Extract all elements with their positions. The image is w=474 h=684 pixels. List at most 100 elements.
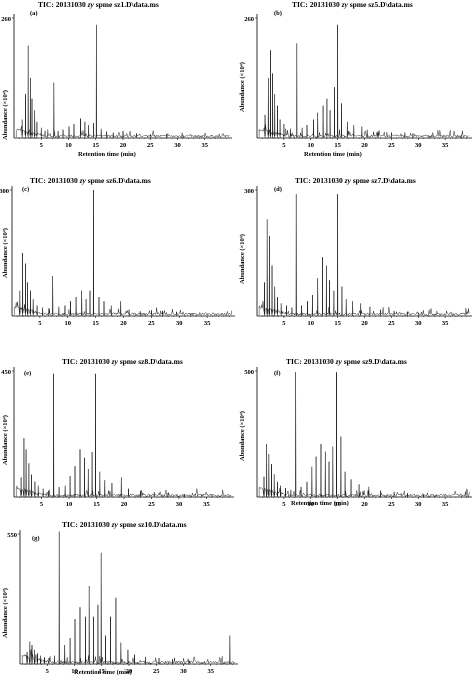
- x-tick-label: 10: [71, 668, 78, 675]
- x-tick-label: 15: [334, 142, 341, 149]
- chromatogram-panel: TIC: 20131030 zy spme sz7.D\data.ms Abund…: [237, 176, 474, 336]
- panel-letter: (f): [274, 370, 281, 377]
- x-tick-label: 25: [153, 668, 160, 675]
- chromatogram-plot: 450 (e) 5 10 15 20 25 30 35: [1, 367, 234, 508]
- panel-title-suffix: spme sz10.D\data.ms: [117, 520, 187, 529]
- chromatogram-plot: 300 (c) 5 10 15 20 25 30 35: [0, 186, 235, 327]
- panel-title-italic: zy: [344, 176, 351, 185]
- panel-letter: (a): [30, 10, 38, 17]
- x-tick-label: 30: [415, 142, 422, 149]
- panel-title-prefix: TIC: 20131030: [38, 0, 88, 9]
- x-tick-label: 35: [442, 142, 449, 149]
- x-tick-label: 15: [99, 668, 106, 675]
- x-axis-label: Retention time (min): [78, 151, 136, 158]
- x-tick-label: 20: [361, 320, 368, 327]
- x-tick-label: 20: [120, 320, 127, 327]
- chromatogram-plot: 550 (g) 5 10 15 20 25 30 35: [7, 530, 238, 675]
- x-tick-label: 25: [148, 320, 155, 327]
- panel-title-suffix: spme sz7.D\data.ms: [350, 176, 416, 185]
- x-tick-label: 15: [92, 320, 99, 327]
- panel-title-italic: zy: [111, 520, 118, 529]
- x-tick-label: 20: [121, 501, 128, 508]
- panel-title-suffix: spme sz8.D\data.ms: [117, 357, 183, 366]
- x-tick-label: 25: [147, 142, 154, 149]
- panel-title: TIC: 20131030 zy spme sz8.D\data.ms: [62, 357, 183, 366]
- x-axis-label: Retention time (min): [291, 500, 349, 507]
- panel-title-suffix: spme sz6.D\data.ms: [85, 176, 151, 185]
- panel-title-prefix: TIC: 20131030: [30, 176, 80, 185]
- tic-trace: [258, 24, 470, 139]
- chromatogram-panel: TIC: 20131030 zy spme sz9.D\data.ms Abund…: [237, 357, 474, 517]
- x-tick-label: 35: [203, 501, 210, 508]
- x-tick-label: 10: [308, 142, 315, 149]
- x-tick-label: 35: [208, 668, 215, 675]
- x-tick-label: 15: [334, 320, 341, 327]
- x-tick-label: 5: [40, 142, 44, 149]
- x-tick-label: 25: [148, 501, 155, 508]
- y-tick-label: 260: [1, 16, 11, 23]
- tic-trace: [258, 194, 470, 317]
- chromatogram-panel: TIC: 20131030 zy spme sz10.D\data.ms Abun…: [0, 520, 244, 684]
- y-tick-label: 550: [7, 532, 17, 539]
- panel-title-italic: zy: [79, 176, 86, 185]
- panel-title-prefix: TIC: 20131030: [286, 357, 336, 366]
- chromatogram-panel: TIC: 20131030 zy spme sz8.D\data.ms Abund…: [0, 357, 240, 517]
- x-tick-label: 35: [202, 142, 209, 149]
- x-axis-label: Retention time (min): [304, 151, 362, 158]
- y-tick-label: 300: [244, 188, 254, 195]
- tic-trace: [15, 373, 232, 498]
- x-tick-label: 5: [282, 142, 286, 149]
- panel-title-italic: zy: [111, 357, 118, 366]
- x-tick-label: 30: [415, 501, 422, 508]
- panel-title-prefix: TIC: 20131030: [62, 357, 112, 366]
- tic-trace: [15, 24, 230, 139]
- panel-title-suffix: spme sz5.D\data.ms: [347, 0, 413, 9]
- x-tick-label: 5: [46, 668, 50, 675]
- x-tick-label: 25: [388, 320, 395, 327]
- panel-letter: (g): [32, 535, 40, 542]
- x-tick-label: 25: [388, 142, 395, 149]
- x-tick-label: 10: [65, 142, 72, 149]
- x-tick-label: 20: [126, 668, 133, 675]
- x-tick-label: 15: [93, 501, 100, 508]
- panel-title-italic: zy: [87, 0, 94, 9]
- x-tick-label: 5: [40, 501, 44, 508]
- x-tick-label: 5: [282, 501, 286, 508]
- x-tick-label: 10: [308, 320, 315, 327]
- chromatogram-plot: 260 (a) 5 10 15 20 25 30 35: [1, 10, 232, 149]
- y-tick-label: 450: [1, 369, 11, 376]
- x-axis-label: Retention time (min): [74, 669, 132, 676]
- panel-title: TIC: 20131030 zy spme sz6.D\data.ms: [30, 176, 151, 185]
- panel-title-suffix: spme sz9.D\data.ms: [341, 357, 407, 366]
- x-tick-label: 30: [174, 142, 181, 149]
- x-tick-label: 20: [361, 501, 368, 508]
- panel-title: TIC: 20131030 zy spme sz1.D\data.ms: [38, 0, 159, 9]
- panel-title-prefix: TIC: 20131030: [295, 176, 345, 185]
- chromatogram-plot: 500 (f) 5 10 15 20 25 30 35: [244, 367, 472, 508]
- y-tick-label: 260: [244, 16, 254, 23]
- x-tick-label: 5: [282, 320, 286, 327]
- tic-trace: [21, 531, 235, 665]
- x-tick-label: 35: [204, 320, 211, 327]
- tic-trace: [258, 372, 470, 498]
- x-tick-label: 5: [38, 320, 42, 327]
- panel-title-italic: zy: [335, 357, 342, 366]
- y-tick-label: 500: [244, 369, 254, 376]
- chromatogram-panel: TIC: 20131030 zy spme sz1.D\data.ms Abund…: [0, 0, 238, 158]
- panel-title-suffix: spme sz1.D\data.ms: [93, 0, 159, 9]
- panel-title: TIC: 20131030 zy spme sz7.D\data.ms: [295, 176, 416, 185]
- panel-title-italic: zy: [341, 0, 348, 9]
- x-tick-label: 30: [176, 320, 183, 327]
- x-tick-label: 30: [415, 320, 422, 327]
- x-tick-label: 35: [442, 501, 449, 508]
- x-tick-label: 10: [308, 501, 315, 508]
- y-tick-label: 300: [0, 188, 9, 195]
- x-tick-label: 10: [65, 320, 72, 327]
- chromatogram-plot: 260 (b) 5 10 15 20 25 30 35: [244, 10, 472, 149]
- x-tick-label: 15: [334, 501, 341, 508]
- x-tick-label: 10: [66, 501, 73, 508]
- chromatogram-plot: 300 (d) 5 10 15 20 25 30 35: [244, 186, 472, 327]
- tic-trace: [13, 189, 233, 317]
- panel-title: TIC: 20131030 zy spme sz9.D\data.ms: [286, 357, 407, 366]
- panel-title-prefix: TIC: 20131030: [62, 520, 112, 529]
